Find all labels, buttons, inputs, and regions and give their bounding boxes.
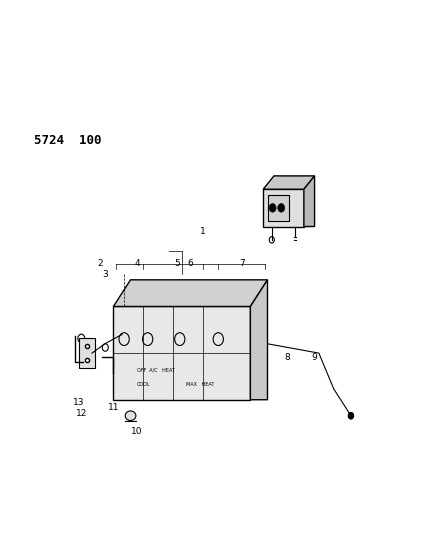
Text: COOL: COOL [137,382,151,387]
Circle shape [348,413,354,419]
Text: 7: 7 [239,260,245,268]
Text: 5: 5 [175,260,181,268]
FancyBboxPatch shape [113,306,250,400]
Text: OFF  A/C   HEAT: OFF A/C HEAT [137,368,175,373]
Text: 4: 4 [134,260,140,268]
Text: 11: 11 [108,403,119,412]
Text: 1: 1 [200,228,206,236]
Polygon shape [304,176,315,227]
Text: 13: 13 [74,398,85,407]
FancyBboxPatch shape [263,189,304,227]
Text: 12: 12 [76,409,87,417]
Text: 3: 3 [102,270,108,279]
Circle shape [269,204,276,212]
Text: 6: 6 [187,260,193,268]
Text: 9: 9 [312,353,318,361]
FancyBboxPatch shape [268,195,289,221]
Text: 10: 10 [131,427,143,436]
Polygon shape [250,280,268,400]
Circle shape [278,204,285,212]
Polygon shape [263,176,315,189]
Text: 2: 2 [98,260,104,268]
Polygon shape [113,280,268,306]
Ellipse shape [125,411,136,421]
Text: 5724  100: 5724 100 [34,134,102,147]
Text: 8: 8 [284,353,290,361]
Text: MAX   HEAT: MAX HEAT [186,382,214,387]
FancyBboxPatch shape [79,338,95,368]
